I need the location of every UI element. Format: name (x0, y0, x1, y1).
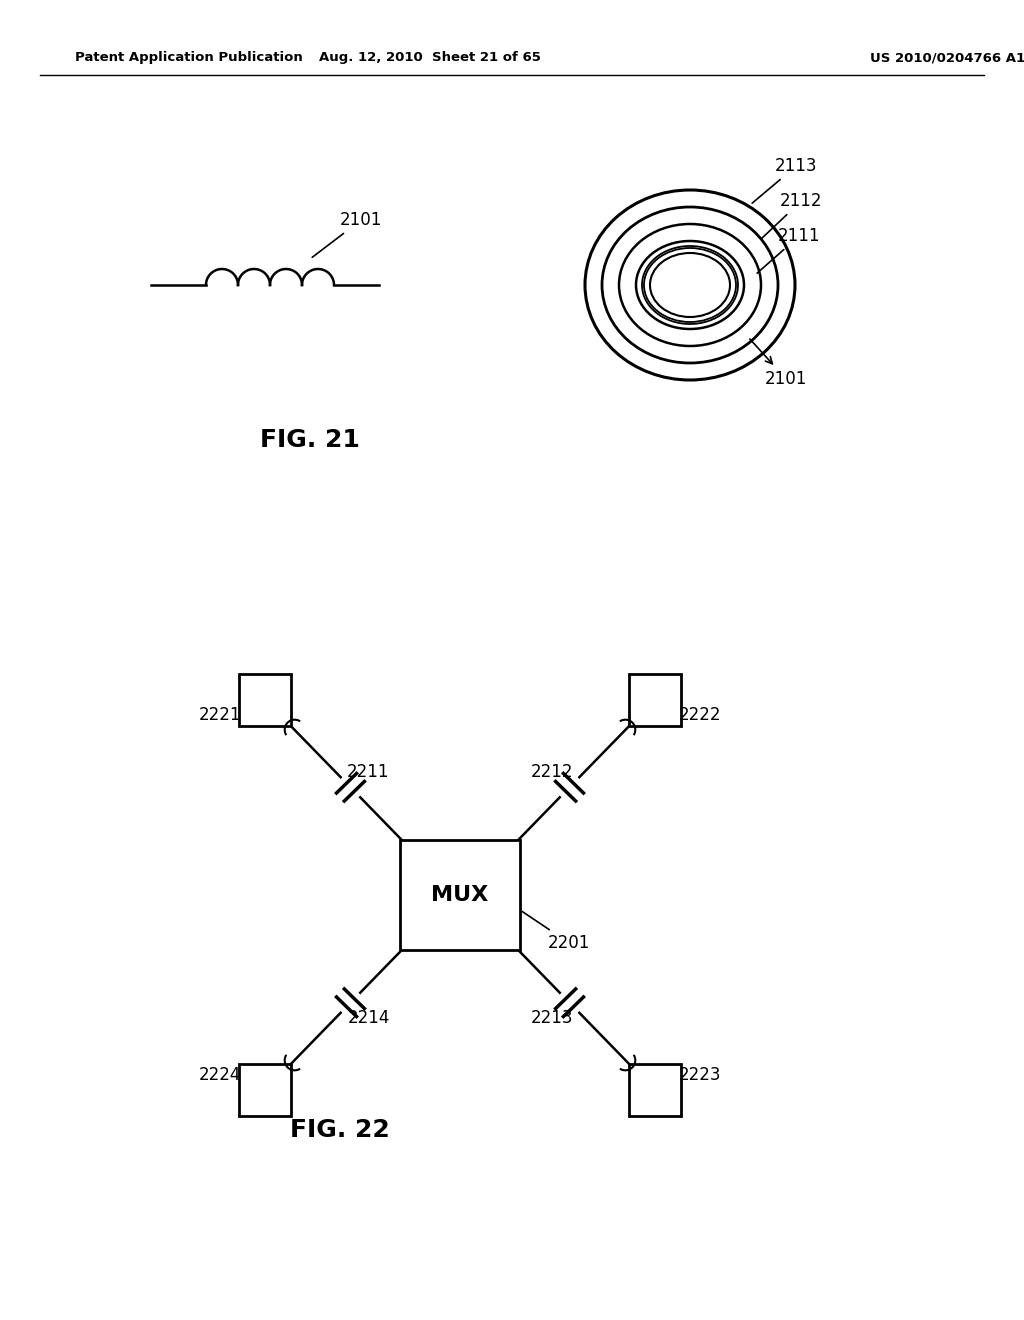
Text: 2111: 2111 (757, 227, 820, 273)
Text: FIG. 21: FIG. 21 (260, 428, 360, 451)
Bar (239, 1064, 291, 1115)
Text: US 2010/0204766 A1: US 2010/0204766 A1 (870, 51, 1024, 65)
Text: 2224: 2224 (199, 1067, 242, 1084)
Text: 2101: 2101 (750, 339, 807, 388)
Text: 2213: 2213 (530, 1008, 572, 1027)
Text: 2113: 2113 (752, 157, 817, 203)
Bar (400, 840, 520, 950)
Ellipse shape (650, 253, 730, 317)
Text: 2222: 2222 (679, 706, 721, 723)
Text: 2211: 2211 (347, 763, 390, 781)
Text: 2214: 2214 (347, 1008, 390, 1027)
Text: Patent Application Publication: Patent Application Publication (75, 51, 303, 65)
Text: 2101: 2101 (312, 211, 382, 257)
Text: Aug. 12, 2010  Sheet 21 of 65: Aug. 12, 2010 Sheet 21 of 65 (319, 51, 541, 65)
Text: MUX: MUX (431, 884, 488, 906)
Bar (629, 1064, 681, 1115)
Text: 2201: 2201 (522, 912, 591, 952)
Text: 2221: 2221 (199, 706, 242, 723)
Text: 2112: 2112 (762, 191, 822, 238)
Text: 2212: 2212 (530, 763, 572, 781)
Text: 2223: 2223 (679, 1067, 721, 1084)
Text: FIG. 22: FIG. 22 (290, 1118, 390, 1142)
Bar (629, 675, 681, 726)
Bar (239, 675, 291, 726)
